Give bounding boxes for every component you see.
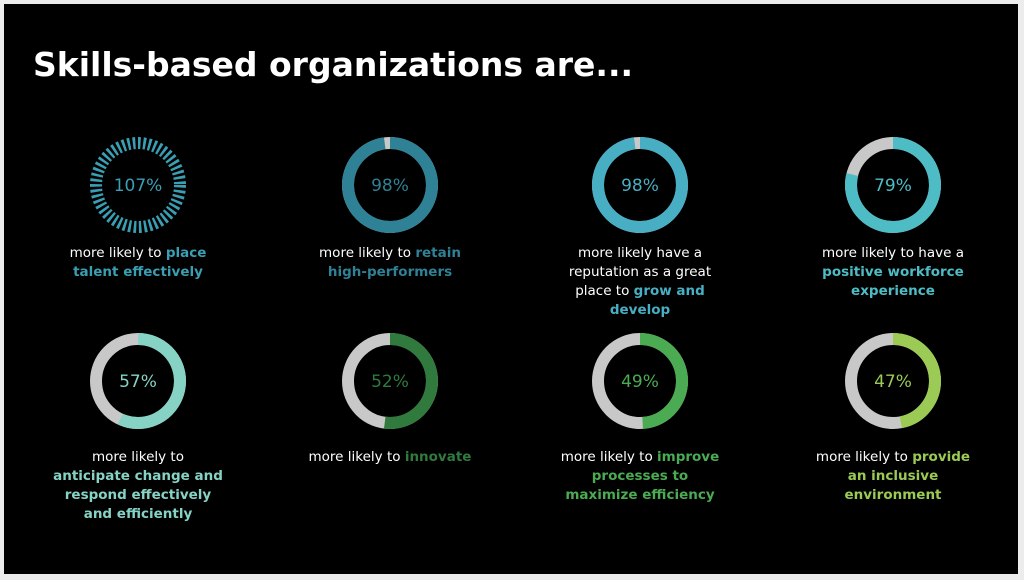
donut-ring <box>90 137 186 233</box>
caption: more likely to place talent effectively <box>53 244 223 282</box>
donut-label: 98% <box>371 176 409 196</box>
caption-highlight: grow and develop <box>609 283 705 318</box>
caption-highlight: place talent effectively <box>73 245 207 280</box>
caption-highlight: provide an inclusive environment <box>844 449 971 503</box>
caption-text: more likely to <box>560 449 653 465</box>
caption: more likely to improve processes to maxi… <box>555 448 725 505</box>
caption-text: more likely to <box>319 245 412 261</box>
donut-label: 49% <box>621 372 659 392</box>
donut-arc <box>639 333 688 429</box>
caption: more likely to anticipate change and res… <box>53 448 223 524</box>
caption-highlight: retain high-performers <box>327 245 461 280</box>
caption-highlight: improve processes to maximize efficiency <box>565 449 720 503</box>
donut-label: 57% <box>119 372 157 392</box>
donut-arc <box>845 137 941 233</box>
donut-label: 52% <box>371 372 409 392</box>
caption: more likely have a reputation as a great… <box>555 244 725 320</box>
caption: more likely to provide an inclusive envi… <box>808 448 978 505</box>
caption-text: more likely to <box>69 245 162 261</box>
caption: more likely to innovate <box>305 448 475 467</box>
caption-text: more likely to <box>308 449 401 465</box>
slide <box>4 4 1018 574</box>
caption-text: more likely to have a <box>822 245 964 261</box>
caption-text: more likely have a reputation as a great… <box>568 245 712 299</box>
caption-text: more likely to <box>92 449 184 465</box>
caption-highlight: anticipate change and respond effectivel… <box>53 468 223 522</box>
chart-title: Skills-based organizations are... <box>33 45 633 84</box>
caption-highlight: positive workforce experience <box>822 264 964 299</box>
donut-arc <box>892 333 941 429</box>
donut-arc <box>592 137 688 233</box>
caption: more likely to have a positive workforce… <box>808 244 978 301</box>
donut-label: 107% <box>114 176 163 196</box>
caption-text: more likely to <box>815 449 908 465</box>
donut-label: 47% <box>874 372 912 392</box>
donut-arc <box>383 333 438 429</box>
donut-label: 79% <box>874 176 912 196</box>
caption-highlight: innovate <box>404 449 472 465</box>
donut-arc <box>342 137 438 233</box>
donut-label: 98% <box>621 176 659 196</box>
donut-arc <box>117 333 186 429</box>
caption: more likely to retain high-performers <box>305 244 475 282</box>
